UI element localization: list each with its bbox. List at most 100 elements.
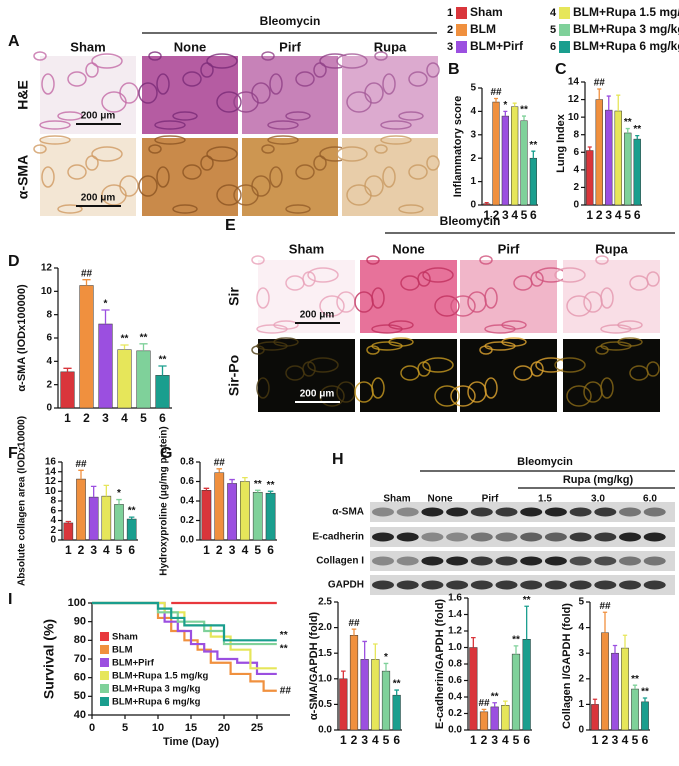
tissue-texture [33, 144, 47, 154]
blot-band [569, 532, 592, 542]
y-tick-label: 14 [45, 466, 57, 477]
y-tick-label: 0.5 [318, 699, 332, 710]
tissue-texture [364, 82, 384, 104]
tissue-texture [216, 91, 242, 113]
y-tick-label: 4 [578, 622, 584, 633]
x-tick-label: 1 [64, 411, 71, 425]
tissue-texture [57, 111, 83, 121]
blot-band [520, 532, 543, 542]
blot-band [495, 507, 518, 517]
error-bar [101, 309, 110, 324]
bar [349, 635, 359, 731]
tissue-texture [617, 320, 643, 330]
tissue-texture [156, 73, 170, 95]
tissue-texture [91, 146, 123, 162]
tissue-texture [364, 175, 384, 197]
bar [98, 323, 113, 409]
tissue-texture [566, 295, 592, 317]
error-bar [341, 670, 346, 679]
significance: ## [214, 457, 226, 468]
legend-label: BLM+Rupa 6 mg/kg [112, 697, 201, 708]
x-tick-label: 4 [372, 733, 379, 747]
significance: ** [280, 630, 288, 641]
panel-letter: C [555, 61, 567, 78]
blot-band [446, 580, 469, 590]
legend-label: Sham [470, 5, 503, 19]
column-label: Pirf [498, 241, 520, 256]
row-label: Sir [226, 287, 242, 306]
y-tick-label: 2.0 [318, 622, 332, 633]
error-bar [116, 498, 122, 505]
y-tick-label: 4 [470, 106, 476, 117]
blot-band [643, 532, 666, 542]
x-tick-label: 6 [642, 733, 649, 747]
y-tick-label: 0.8 [180, 457, 194, 468]
legend-number: 2 [447, 24, 453, 36]
bar [633, 138, 641, 206]
significance: ** [523, 595, 531, 606]
blot-band [594, 532, 617, 542]
tissue-texture [646, 361, 660, 377]
x-tick-label: 6 [393, 733, 400, 747]
x-tick-label: 2 [596, 208, 603, 222]
micrograph [360, 260, 457, 333]
error-bar [622, 634, 628, 649]
significance: ** [491, 691, 499, 702]
tissue-texture [261, 51, 275, 61]
scale-label: 200 μm [81, 193, 116, 204]
legend-swatch [100, 697, 109, 706]
x-axis-label: Time (Day) [163, 736, 219, 748]
bar [117, 349, 132, 409]
error-bar [103, 484, 110, 497]
y-tick-label: 6 [50, 505, 56, 516]
error-bar [242, 476, 248, 482]
tissue-texture [256, 287, 270, 309]
legend-swatch [559, 7, 570, 19]
significance: ** [128, 506, 136, 517]
error-bar [139, 343, 148, 351]
blot-band [594, 556, 617, 566]
bar [88, 496, 99, 541]
lane-label: 3.0 [591, 494, 605, 505]
bar [492, 101, 500, 206]
y-tick-label: 12 [41, 263, 53, 274]
y-tick-label: 0.4 [180, 496, 194, 507]
x-tick-label: 1 [65, 543, 72, 557]
significance: ## [348, 618, 360, 629]
error-bar [503, 700, 508, 706]
blot-band [619, 507, 641, 517]
tissue-texture [33, 51, 47, 61]
error-bar [531, 150, 536, 159]
tissue-texture [501, 320, 527, 330]
blot-band [421, 507, 444, 517]
y-tick-label: 3 [470, 129, 476, 140]
legend-label: BLM+Pirf [112, 658, 155, 669]
y-tick-label: 5 [470, 83, 476, 94]
error-bar [602, 611, 608, 633]
error-bar [612, 644, 618, 654]
blot-band [495, 532, 518, 542]
significance: * [503, 100, 507, 111]
blot-band [396, 556, 419, 566]
y-tick-label: 4 [50, 515, 56, 526]
y-tick-label: 1.4 [448, 609, 462, 620]
significance: ** [529, 140, 537, 151]
blot-label: α-SMA [332, 507, 364, 518]
tissue-texture [388, 337, 414, 347]
blot-label: GAPDH [328, 580, 364, 591]
error-bar [90, 485, 97, 498]
bar [469, 647, 478, 731]
tissue-texture [374, 51, 388, 61]
bar [511, 106, 519, 206]
legend-swatch [100, 658, 109, 667]
micrograph [342, 138, 438, 216]
x-tick-label: 1 [340, 733, 347, 747]
bar [529, 157, 537, 206]
legend-label: BLM [470, 22, 496, 36]
y-tick-label: 2 [573, 182, 579, 193]
x-tick-label: 4 [242, 543, 249, 557]
y-tick-label: 0.2 [180, 515, 194, 526]
bar [60, 371, 75, 409]
legend-label: BLM+Pirf [470, 39, 524, 53]
x-tick-label: 3 [491, 733, 498, 747]
